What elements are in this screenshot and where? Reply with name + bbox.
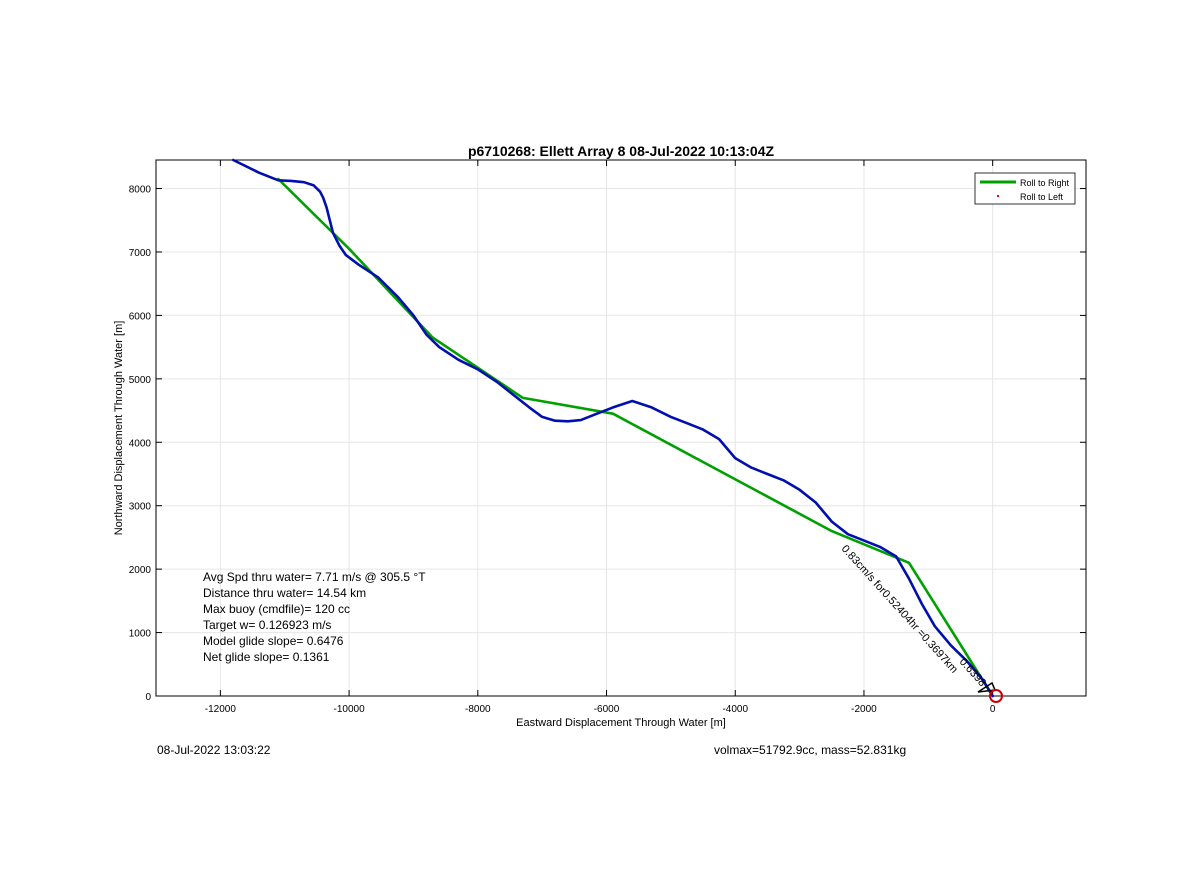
stats-line-avg-speed: Avg Spd thru water= 7.71 m/s @ 305.5 °T (203, 570, 426, 584)
legend-label-roll-right: Roll to Right (1020, 178, 1070, 188)
legend-label-roll-left: Roll to Left (1020, 192, 1064, 202)
current-annotation: 0.83cm/s for0.52404hr =0.3697km 0.6398 (839, 543, 1003, 703)
stats-line-max-buoy: Max buoy (cmdfile)= 120 cc (203, 602, 350, 616)
stats-line-net-glide: Net glide slope= 0.1361 (203, 650, 330, 664)
x-tick-label: -4000 (722, 704, 748, 715)
x-tick-label: -2000 (851, 704, 877, 715)
x-tick-label: -8000 (465, 704, 491, 715)
stats-line-distance: Distance thru water= 14.54 km (203, 586, 366, 600)
stats-line-target-w: Target w= 0.126923 m/s (203, 618, 331, 632)
y-tick-label: 7000 (129, 248, 152, 259)
x-tick-label: -10000 (334, 704, 366, 715)
series-roll-to-right-line (276, 177, 995, 698)
y-tick-label: 4000 (129, 438, 152, 449)
stats-annotation: Avg Spd thru water= 7.71 m/s @ 305.5 °T … (203, 570, 426, 664)
legend: Roll to Right Roll to Left (974, 172, 1076, 205)
y-tick-label: 0 (145, 692, 151, 703)
stats-line-model-glide: Model glide slope= 0.6476 (203, 634, 344, 648)
y-tick-label: 8000 (129, 185, 152, 196)
legend-box (974, 172, 1076, 205)
series-track-line (231, 158, 995, 698)
x-tick-label: -6000 (594, 704, 620, 715)
grid (156, 160, 1086, 697)
y-tick-label: 6000 (129, 311, 152, 322)
y-axis-label: Northward Displacement Through Water [m] (113, 321, 125, 536)
y-tick-label: 1000 (129, 629, 152, 640)
y-tick-label: 5000 (129, 375, 152, 386)
x-axis-label: Eastward Displacement Through Water [m] (516, 717, 726, 729)
axes-box (155, 159, 1087, 697)
y-tick-label: 2000 (129, 565, 152, 576)
footer-vol-mass: volmax=51792.9cc, mass=52.831kg (714, 743, 907, 757)
current-arrow-icon (977, 681, 997, 693)
x-tick-label: 0 (990, 704, 996, 715)
chart-title: p6710268: Ellett Array 8 08-Jul-2022 10:… (468, 143, 775, 159)
x-tick-label: -12000 (205, 704, 237, 715)
ticks: -12000 -10000 -8000 -6000 -4000 -2000 0 0 1000 20… (129, 160, 1086, 715)
current-vector-overlap-label: 0.6398 (957, 656, 988, 689)
series (231, 158, 995, 698)
footer-timestamp: 08-Jul-2022 13:03:22 (157, 743, 271, 757)
current-origin-marker (989, 689, 1003, 703)
legend-swatch-roll-left (997, 195, 999, 197)
y-tick-label: 3000 (129, 502, 152, 513)
